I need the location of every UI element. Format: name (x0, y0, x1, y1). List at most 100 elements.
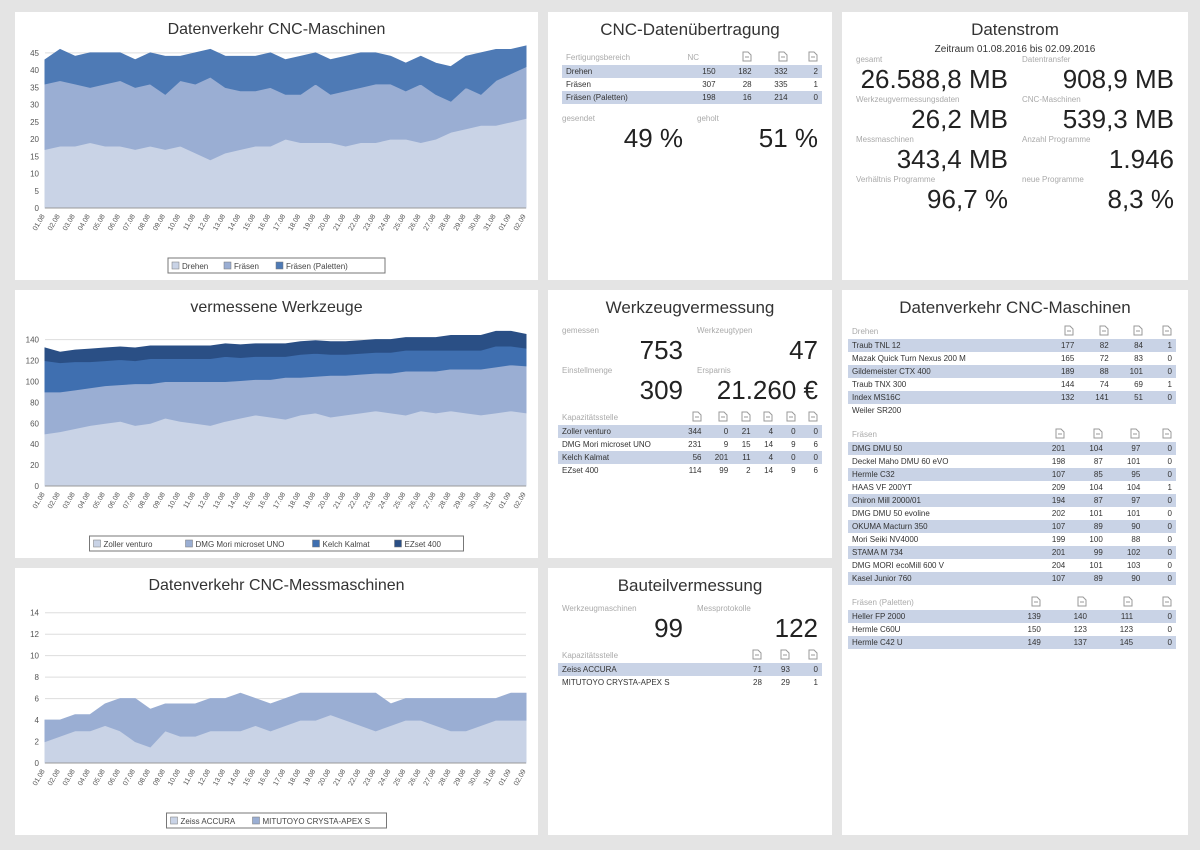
table-wrap: Fräsen (Paletten) Heller FP 2000 139 140 111… (842, 589, 1188, 653)
cell: 0 (1147, 391, 1176, 404)
kpi: Ersparnis 21.260 € (697, 366, 818, 406)
icon-shape (1130, 428, 1140, 439)
column-icon (763, 411, 773, 422)
header-cell (1113, 324, 1147, 339)
x-tick-label: 06.08 (107, 213, 122, 232)
cell: 198 (1051, 457, 1066, 466)
cell: 99 (719, 466, 729, 475)
x-tick-label: 12.08 (197, 213, 212, 232)
header-cell: Fräsen (852, 430, 877, 439)
cell: 88 (1078, 365, 1113, 378)
table-row: Mori Seiki NV4000 199 100 88 0 (848, 533, 1176, 546)
row-name: Hermle C42 U (848, 636, 999, 649)
x-tick-label: 04.08 (77, 491, 92, 510)
kpi: Einstellmenge 309 (562, 366, 683, 406)
kpi-label: Ersparnis (697, 366, 731, 375)
x-tick-label: 21.08 (333, 491, 348, 510)
table-header: Fertigungsbereich NC (562, 50, 822, 65)
cell: 0 (1147, 365, 1176, 378)
table-row: Fräsen (Paletten) 198 16 214 0 (562, 91, 822, 104)
y-tick-label: 120 (26, 357, 40, 366)
x-tick-label: 05.08 (92, 491, 107, 510)
kpi-value: 96,7 % (927, 184, 1008, 214)
cell: 0 (777, 425, 800, 438)
header-cell (1078, 324, 1112, 339)
table-header: Kapazitätsstelle (558, 648, 822, 663)
x-tick-label: 03.08 (62, 213, 77, 232)
kpi-grid: gesamt 26.588,8 MB Datentransfer 908,9 MB We… (842, 55, 1188, 215)
x-tick-label: 26.08 (408, 213, 423, 232)
x-tick-label: 08.08 (137, 213, 152, 232)
x-tick-label: 17.08 (272, 213, 287, 232)
column-icon (1077, 596, 1087, 607)
cell: 28 (753, 678, 762, 687)
kpi-value: 51 % (758, 123, 818, 153)
x-tick-label: 19.08 (302, 491, 317, 510)
x-tick-label: 05.08 (92, 213, 107, 232)
kpi-wrap: gemessen 753 Werkzeugtypen 47 Einstellmenge 3… (548, 326, 832, 406)
cell: 140 (1044, 610, 1091, 623)
header-cell (999, 595, 1045, 610)
legend-label: Zeiss ACCURA (181, 817, 236, 826)
cell: 104 (1089, 483, 1103, 492)
icon-shape (1031, 596, 1041, 607)
cell: 0 (799, 425, 822, 438)
cell: 11 (732, 451, 755, 464)
header-cell (1137, 595, 1176, 610)
cell: 139 (998, 610, 1045, 623)
table-row: Hermle C60U 150 123 123 0 (848, 623, 1176, 636)
cell: 99 (1069, 546, 1107, 559)
table-row: DMG MORI ecoMill 600 V 204 101 103 0 (848, 559, 1176, 572)
cell: 0 (705, 425, 733, 438)
x-tick-label: 27.08 (423, 768, 438, 787)
legend-frame (167, 257, 386, 274)
row-name: MITUTOYO CRYSTA-APEX S (562, 678, 670, 687)
x-tick-label: 06.08 (107, 768, 122, 787)
x-tick-label: 21.08 (333, 768, 348, 787)
kpi-label: Anzahl Programme (1022, 135, 1091, 144)
icon-shape (1162, 596, 1172, 607)
kpi-label: Einstellmenge (562, 366, 613, 375)
row-name: Fräsen (Paletten) (562, 91, 684, 104)
cell: 101 (1126, 509, 1141, 518)
x-tick-label: 16.08 (257, 768, 272, 787)
kpi-label: Verhältnis Programme (856, 175, 936, 184)
y-tick-label: 40 (30, 66, 39, 75)
x-tick-label: 14.08 (227, 213, 242, 232)
cell: 83 (1134, 354, 1143, 363)
legend-label: Fräsen (Paletten) (286, 262, 348, 271)
tools-panel: Werkzeugvermessung gemessen 753 Werkzeugtyp… (548, 290, 832, 558)
legend-swatch (252, 816, 260, 825)
legend: Drehen Fräsen Fräsen (Paletten) (167, 257, 386, 274)
x-tick-label: 14.08 (227, 768, 242, 787)
y-tick-label: 12 (30, 630, 39, 639)
legend-swatch (394, 539, 402, 548)
x-tick-label: 16.08 (257, 213, 272, 232)
column-icon (718, 411, 728, 422)
cell: 0 (791, 91, 822, 104)
row-name: DMG DMU 50 (848, 442, 1032, 455)
panel-title: Werkzeugvermessung (605, 298, 775, 317)
x-tick-label: 23.08 (363, 491, 378, 510)
cell: 101 (1089, 561, 1103, 570)
kpi-value: 343,4 MB (896, 144, 1008, 174)
table-row: STAMA M 734 201 99 102 0 (848, 546, 1176, 559)
cell: 0 (793, 663, 822, 676)
x-tick-label: 02.08 (47, 768, 62, 787)
chart-title: vermessene Werkzeuge (190, 299, 362, 316)
legend-label: DMG Mori microset UNO (196, 540, 285, 549)
cell: 82 (1078, 339, 1113, 352)
cell: 0 (1137, 610, 1176, 623)
legend-swatch (93, 539, 101, 548)
cell: 89 (1069, 572, 1107, 585)
cell: 145 (1090, 636, 1138, 649)
legend-label: Fräsen (234, 262, 259, 271)
y-tick-label: 0 (35, 482, 40, 491)
row-name: Gildemeister CTX 400 (848, 365, 1044, 378)
cell: 0 (1144, 468, 1176, 481)
legend-frame (166, 812, 387, 829)
x-tick-label: 02.09 (513, 768, 528, 787)
legend-swatch (275, 261, 284, 270)
table-row: Deckel Maho DMU 60 eVO 198 87 101 0 (848, 455, 1176, 468)
